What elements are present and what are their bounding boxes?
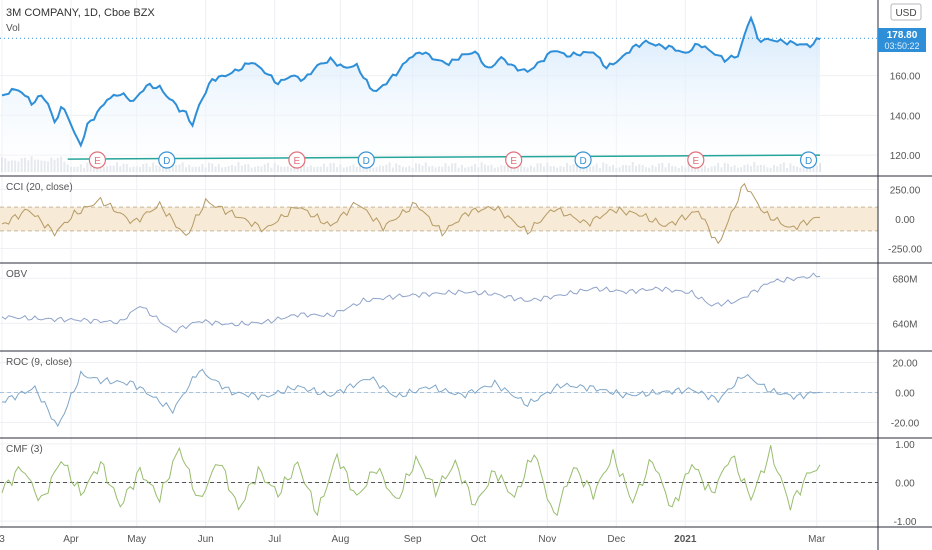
y-tick-label: 680M xyxy=(892,274,917,285)
earnings-marker[interactable] xyxy=(88,151,107,169)
event-marker-label: D xyxy=(163,156,170,167)
y-tick-label: 0.00 xyxy=(895,215,915,226)
indicator-title: CMF (3) xyxy=(6,444,43,455)
vol-label: Vol xyxy=(6,23,20,34)
y-tick-label: -1.00 xyxy=(894,517,917,528)
x-tick-label: Aug xyxy=(331,534,349,545)
y-tick-label: 120.00 xyxy=(890,151,921,162)
y-tick-label: 0.00 xyxy=(895,479,915,490)
cmf-line xyxy=(1,445,821,517)
event-marker-label: D xyxy=(579,156,586,167)
indicator-title: CCI (20, close) xyxy=(6,182,73,193)
x-tick-label: Jun xyxy=(198,534,214,545)
y-tick-label: -250.00 xyxy=(888,245,922,256)
indicator-title: OBV xyxy=(6,269,27,280)
y-tick-label: 250.00 xyxy=(890,185,921,196)
price-area xyxy=(2,17,820,176)
price-badge-countdown: 03:50:22 xyxy=(884,41,919,51)
price-badge: 178.80 03:50:22 xyxy=(878,28,926,52)
event-marker-label: E xyxy=(94,156,101,167)
event-marker-label: E xyxy=(294,156,301,167)
x-tick-label: Nov xyxy=(538,534,556,545)
y-tick-label: 640M xyxy=(892,319,917,330)
y-tick-label: 20.00 xyxy=(892,359,917,370)
price-line xyxy=(1,15,821,148)
plots xyxy=(0,15,878,517)
dividend-marker[interactable] xyxy=(574,151,592,169)
dividend-marker[interactable] xyxy=(158,151,176,169)
x-tick-label: 2021 xyxy=(674,534,697,545)
event-marker-label: E xyxy=(692,156,699,167)
currency-label: USD xyxy=(895,8,916,19)
dividend-marker[interactable] xyxy=(799,151,818,169)
symbol-title: 3M COMPANY, 1D, Cboe BZX xyxy=(6,7,155,19)
y-tick-label: 140.00 xyxy=(890,111,921,122)
roc-line xyxy=(1,368,821,428)
pane-labels: 3M COMPANY, 1D, Cboe BZX Vol CCI (20, cl… xyxy=(6,7,155,455)
indicator-title: ROC (9, close) xyxy=(6,357,72,368)
price-badge-value: 178.80 xyxy=(887,30,918,41)
obv-line xyxy=(1,272,821,334)
event-marker-label: E xyxy=(510,156,517,167)
y-tick-label: 0.00 xyxy=(895,389,915,400)
x-tick-label: Sep xyxy=(404,534,422,545)
dividend-marker[interactable] xyxy=(357,151,375,169)
cci-band xyxy=(0,207,878,231)
x-tick-label: Oct xyxy=(471,534,487,545)
earnings-marker[interactable] xyxy=(505,151,523,169)
cci-line xyxy=(1,182,820,245)
x-tick-label: May xyxy=(127,534,146,545)
x-tick-label: Mar xyxy=(808,534,826,545)
earnings-marker[interactable] xyxy=(288,151,306,169)
x-tick-label: Apr xyxy=(63,534,79,545)
earnings-marker[interactable] xyxy=(687,151,705,169)
y-tick-label: 1.00 xyxy=(895,440,915,451)
event-marker-label: D xyxy=(805,156,812,167)
x-tick-label: Dec xyxy=(607,534,625,545)
x-tick-label: Jul xyxy=(268,534,281,545)
y-tick-label: -20.00 xyxy=(891,419,920,430)
currency-button[interactable]: USD xyxy=(890,3,922,21)
y-tick-label: 160.00 xyxy=(890,72,921,83)
event-marker-label: D xyxy=(363,156,370,167)
x-tick-label: 3 xyxy=(0,534,5,545)
